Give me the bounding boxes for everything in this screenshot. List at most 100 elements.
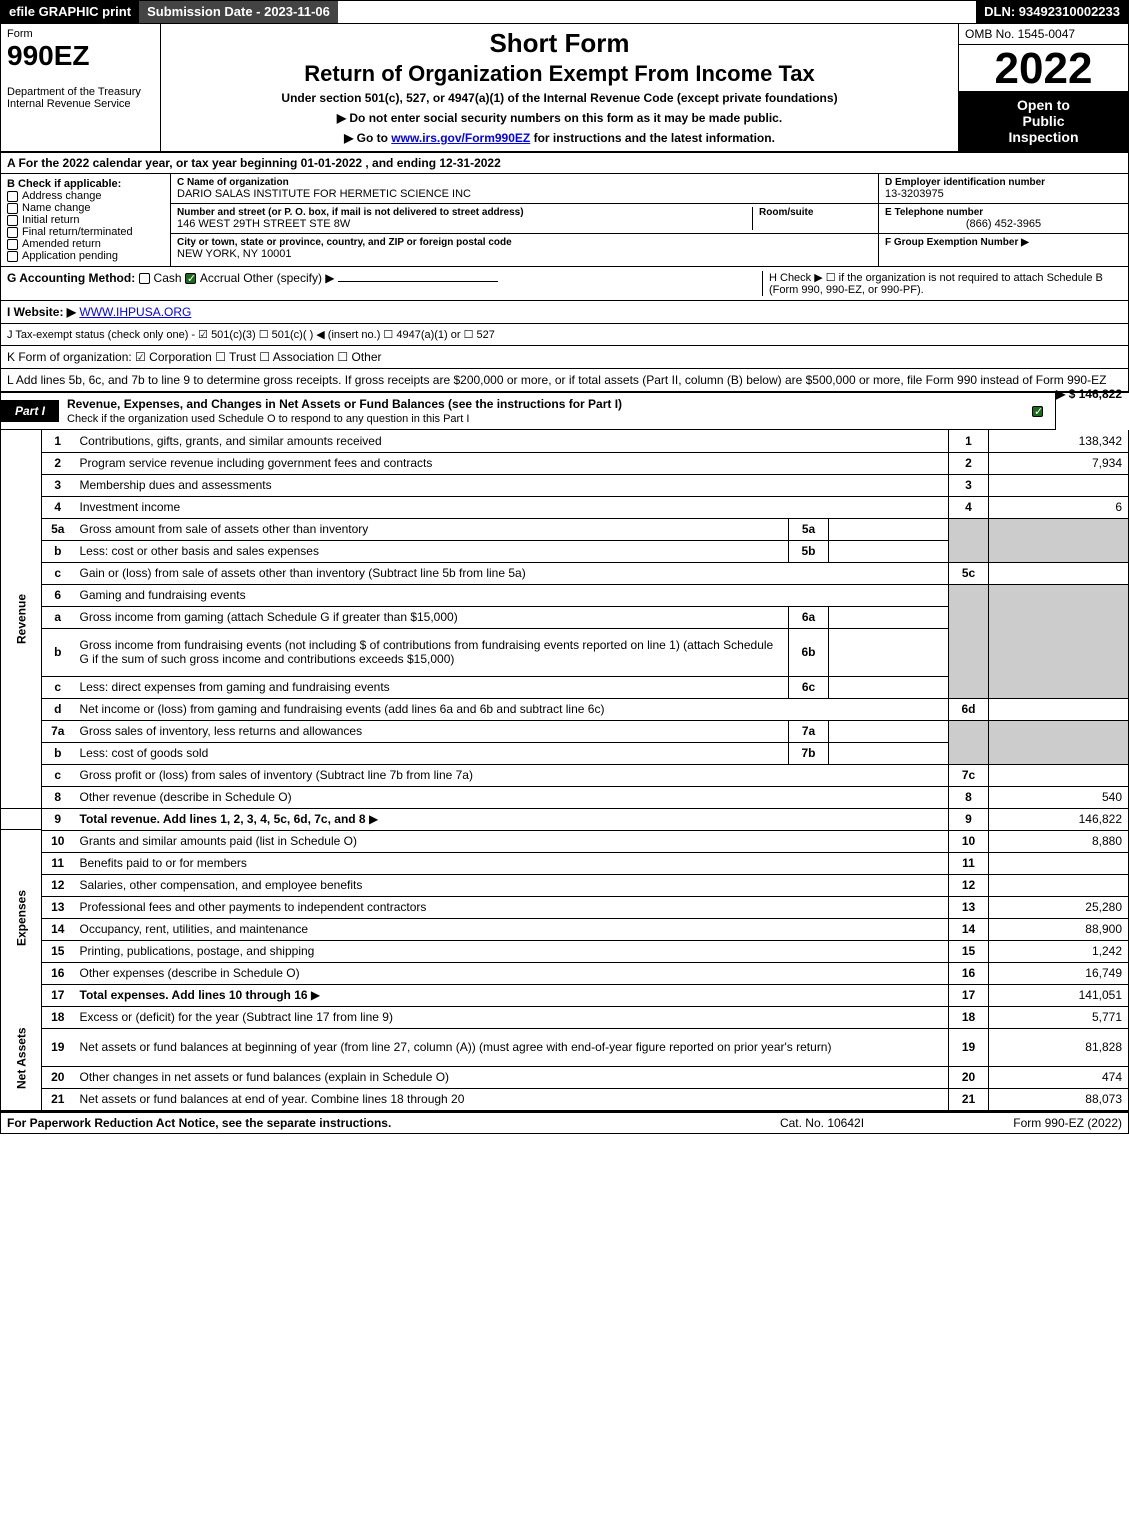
desc6c: Less: direct expenses from gaming and fu…	[74, 676, 789, 698]
val19: 81,828	[989, 1028, 1129, 1066]
ln14: 14	[42, 918, 74, 940]
desc7b: Less: cost of goods sold	[74, 742, 789, 764]
ln6b: b	[42, 628, 74, 676]
desc19: Net assets or fund balances at beginning…	[74, 1028, 949, 1066]
sub7a: 7a	[789, 720, 829, 742]
val6d	[989, 698, 1129, 720]
val1: 138,342	[989, 430, 1129, 452]
rn6-grey	[949, 584, 989, 698]
subval5b	[829, 540, 949, 562]
i-label: I Website: ▶	[7, 305, 76, 319]
ln12: 12	[42, 874, 74, 896]
form-word: Form	[7, 28, 154, 40]
section-bcdef: B Check if applicable: Address change Na…	[0, 174, 1129, 267]
box-def: D Employer identification number 13-3203…	[878, 174, 1128, 266]
desc21: Net assets or fund balances at end of ye…	[74, 1088, 949, 1110]
line-a: A For the 2022 calendar year, or tax yea…	[0, 153, 1129, 174]
group-label: F Group Exemption Number ▶	[885, 237, 1122, 248]
ln21: 21	[42, 1088, 74, 1110]
omb-number: OMB No. 1545-0047	[959, 24, 1128, 45]
desc6a: Gross income from gaming (attach Schedul…	[74, 606, 789, 628]
ln7a: 7a	[42, 720, 74, 742]
sub6a: 6a	[789, 606, 829, 628]
org-city-cell: City or town, state or province, country…	[171, 234, 878, 263]
line-l-text: L Add lines 5b, 6c, and 7b to line 9 to …	[7, 373, 1106, 387]
subval6c	[829, 676, 949, 698]
goto-line: ▶ Go to www.irs.gov/Form990EZ for instru…	[169, 131, 950, 145]
val11	[989, 852, 1129, 874]
form-number: 990EZ	[7, 40, 154, 72]
val16: 16,749	[989, 962, 1129, 984]
chk-name[interactable]: Name change	[7, 202, 164, 214]
org-name: DARIO SALAS INSTITUTE FOR HERMETIC SCIEN…	[177, 188, 872, 200]
org-addr-cell: Number and street (or P. O. box, if mail…	[171, 204, 878, 234]
desc11: Benefits paid to or for members	[74, 852, 949, 874]
efile-label: efile GRAPHIC print	[1, 1, 139, 23]
header-mid: Short Form Return of Organization Exempt…	[161, 24, 958, 151]
rn18: 18	[949, 1006, 989, 1028]
part1-check[interactable]	[1024, 400, 1055, 422]
desc5c: Gain or (loss) from sale of assets other…	[74, 562, 949, 584]
rn14: 14	[949, 918, 989, 940]
rn16: 16	[949, 962, 989, 984]
main-title: Return of Organization Exempt From Incom…	[169, 61, 950, 87]
desc18: Excess or (deficit) for the year (Subtra…	[74, 1006, 949, 1028]
rn17: 17	[949, 984, 989, 1006]
side-revenue: Revenue	[1, 430, 42, 808]
desc1: Contributions, gifts, grants, and simila…	[74, 430, 949, 452]
city-label: City or town, state or province, country…	[177, 237, 872, 248]
chk-amended[interactable]: Amended return	[7, 238, 164, 250]
val5ab-grey	[989, 518, 1129, 562]
group-exemption-cell: F Group Exemption Number ▶	[879, 234, 1128, 251]
subval6a	[829, 606, 949, 628]
open3: Inspection	[963, 129, 1124, 145]
rn3: 3	[949, 474, 989, 496]
rn13: 13	[949, 896, 989, 918]
g-cash: Cash	[154, 271, 182, 285]
goto-pre: ▶ Go to	[344, 131, 391, 145]
desc6d: Net income or (loss) from gaming and fun…	[74, 698, 949, 720]
val3	[989, 474, 1129, 496]
irs-link[interactable]: www.irs.gov/Form990EZ	[391, 131, 530, 145]
chk-final[interactable]: Final return/terminated	[7, 226, 164, 238]
val5c	[989, 562, 1129, 584]
sub5b: 5b	[789, 540, 829, 562]
open-to-public: Open to Public Inspection	[959, 91, 1128, 151]
chk-initial[interactable]: Initial return	[7, 214, 164, 226]
desc4: Investment income	[74, 496, 949, 518]
val6-grey	[989, 584, 1129, 698]
part1-bar: Part I Revenue, Expenses, and Changes in…	[0, 393, 1056, 430]
ssn-warning: ▶ Do not enter social security numbers o…	[169, 111, 950, 125]
rn6d: 6d	[949, 698, 989, 720]
desc15: Printing, publications, postage, and shi…	[74, 940, 949, 962]
footer-left: For Paperwork Reduction Act Notice, see …	[7, 1116, 722, 1130]
ln5a: 5a	[42, 518, 74, 540]
org-name-cell: C Name of organization DARIO SALAS INSTI…	[171, 174, 878, 204]
desc13: Professional fees and other payments to …	[74, 896, 949, 918]
part1-check-note: Check if the organization used Schedule …	[67, 413, 469, 425]
ln4: 4	[42, 496, 74, 518]
desc6: Gaming and fundraising events	[74, 584, 949, 606]
org-city: NEW YORK, NY 10001	[177, 248, 872, 260]
chk-address[interactable]: Address change	[7, 190, 164, 202]
chk-cash[interactable]	[139, 273, 150, 284]
box-b-title: B Check if applicable:	[7, 178, 164, 190]
website-link[interactable]: WWW.IHPUSA.ORG	[79, 305, 191, 319]
desc10: Grants and similar amounts paid (list in…	[74, 830, 949, 852]
chk-accrual[interactable]	[185, 273, 196, 284]
ln7c: c	[42, 764, 74, 786]
ln16: 16	[42, 962, 74, 984]
val13: 25,280	[989, 896, 1129, 918]
chk-pending[interactable]: Application pending	[7, 250, 164, 262]
ln18: 18	[42, 1006, 74, 1028]
ein-cell: D Employer identification number 13-3203…	[879, 174, 1128, 204]
open2: Public	[963, 113, 1124, 129]
header-left: Form 990EZ Department of the Treasury In…	[1, 24, 161, 151]
desc14: Occupancy, rent, utilities, and maintena…	[74, 918, 949, 940]
rn15: 15	[949, 940, 989, 962]
val14: 88,900	[989, 918, 1129, 940]
goto-post: for instructions and the latest informat…	[534, 131, 775, 145]
ln10: 10	[42, 830, 74, 852]
rn19: 19	[949, 1028, 989, 1066]
ln1: 1	[42, 430, 74, 452]
